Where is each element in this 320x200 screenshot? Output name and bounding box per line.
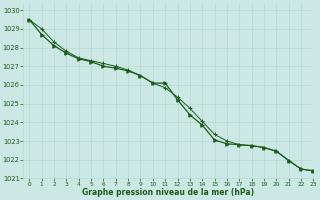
X-axis label: Graphe pression niveau de la mer (hPa): Graphe pression niveau de la mer (hPa) [82,188,254,197]
